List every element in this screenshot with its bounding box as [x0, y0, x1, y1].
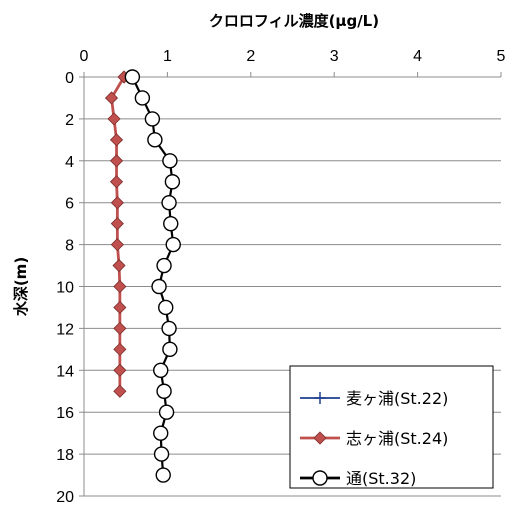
data-point-diamond — [109, 133, 124, 147]
legend-label: 通(St.32) — [346, 469, 416, 488]
data-point-diamond — [113, 300, 127, 315]
x-tick-label: 0 — [80, 48, 89, 65]
data-point-diamond — [110, 238, 124, 252]
y-tick-label: 4 — [65, 154, 74, 171]
data-point-diamond — [104, 91, 119, 105]
data-point-diamond — [109, 154, 124, 168]
data-point-circle — [163, 215, 179, 232]
data-point-circle — [158, 299, 174, 316]
data-point-circle — [147, 132, 163, 148]
data-point-diamond — [113, 321, 127, 335]
y-tick-label: 18 — [56, 447, 74, 464]
axes — [79, 72, 502, 497]
x-tick-label: 1 — [163, 48, 172, 65]
legend-label: 麦ヶ浦(St.22) — [346, 389, 448, 408]
data-point-diamond — [107, 112, 121, 126]
x-tick-label: 3 — [330, 48, 339, 65]
data-point-diamond — [113, 342, 127, 356]
data-point-circle — [151, 278, 167, 295]
y-tick-label: 0 — [65, 70, 74, 87]
data-point-diamond — [112, 258, 126, 273]
y-axis-label: 水深(m) — [12, 257, 30, 316]
y-tick-label: 6 — [65, 196, 74, 213]
y-tick-label: 8 — [65, 238, 74, 255]
y-tick-label: 10 — [56, 280, 74, 297]
data-point-circle — [164, 174, 181, 190]
data-point-diamond — [113, 279, 127, 294]
data-point-circle — [165, 236, 181, 253]
data-point-circle — [124, 69, 141, 85]
data-point-circle — [158, 404, 175, 420]
data-point-circle — [144, 111, 161, 127]
y-tick-label: 12 — [56, 321, 74, 338]
series-1 — [104, 70, 131, 398]
x-tick-label: 2 — [246, 48, 255, 65]
data-point-circle — [161, 194, 177, 211]
series-line — [110, 76, 126, 392]
x-tick-labels: 0 1 2 3 4 5 — [80, 48, 506, 65]
data-point-diamond — [110, 196, 124, 210]
data-point-diamond — [113, 363, 127, 377]
data-point-circle — [162, 153, 178, 169]
data-point-circle — [161, 320, 177, 337]
y-tick-label: 16 — [56, 405, 74, 422]
data-point-diamond — [313, 431, 327, 445]
data-point-diamond — [113, 384, 127, 398]
data-point-circle — [156, 383, 172, 399]
data-point-circle — [155, 467, 171, 483]
legend-label: 志ヶ浦(St.24) — [346, 429, 448, 448]
data-point-circle — [153, 362, 169, 378]
x-tick-label: 5 — [497, 48, 506, 65]
chart-title: クロロフィル濃度(μg/L) — [209, 12, 379, 30]
data-point-circle — [156, 257, 172, 274]
data-point-plus — [314, 392, 326, 404]
x-tick-label: 4 — [413, 48, 422, 65]
legend-box — [289, 365, 494, 489]
data-point-circle — [153, 446, 170, 462]
series-group — [104, 69, 181, 483]
y-tick-label: 20 — [56, 489, 74, 506]
data-point-circle — [134, 90, 151, 106]
data-point-circle — [162, 341, 178, 358]
data-point-diamond — [110, 217, 124, 231]
legend: 麦ヶ浦(St.22) 志ヶ浦(St.24) 通(St.32) — [289, 365, 494, 489]
data-point-diamond — [109, 175, 124, 189]
y-tick-labels: 0 2 4 6 8 10 12 14 16 18 20 — [56, 70, 74, 506]
data-point-circle — [312, 470, 328, 486]
y-tick-label: 14 — [56, 363, 74, 380]
data-point-circle — [153, 425, 169, 441]
series-2 — [124, 69, 181, 483]
y-tick-label: 2 — [65, 112, 74, 129]
